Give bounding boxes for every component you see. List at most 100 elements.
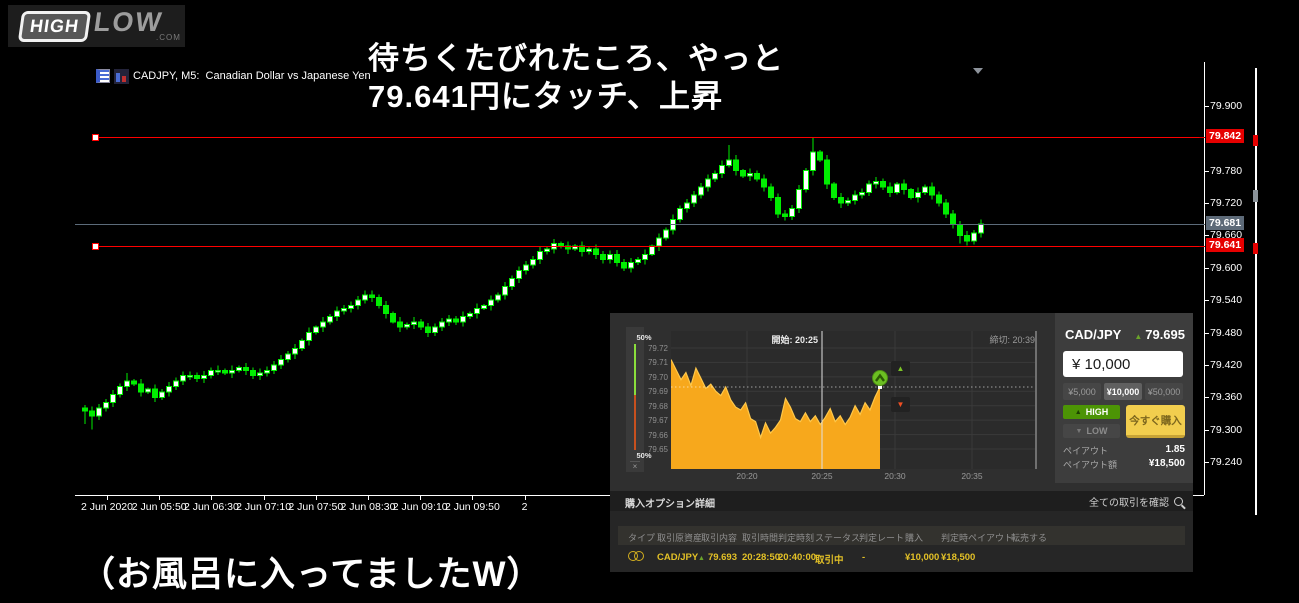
candle [979,219,984,237]
pair-row: CAD/JPY ▲79.695 [1065,327,1185,342]
candle [447,315,452,326]
sentiment-close-button[interactable]: × [630,461,640,471]
th-decision-rate: 判定レート [859,531,904,544]
candle [454,316,459,325]
mini-x-label: 20:25 [811,471,832,481]
candle [846,197,851,206]
candle [244,363,249,375]
candle [734,155,739,175]
td-status: 取引中 [815,552,844,566]
candle [601,251,606,263]
mini-y-label: 79.68 [638,402,668,411]
candle [335,306,340,320]
candle [888,182,893,197]
candle [188,372,193,380]
mini-x-label: 20:30 [884,471,905,481]
candle [125,373,130,391]
buy-now-button[interactable]: 今すぐ購入 [1126,405,1185,438]
minimap-mark-high [1253,135,1258,146]
magnifier-icon [1174,497,1183,506]
mini-high-button[interactable]: ▲ [891,361,910,376]
current-price-pin [873,371,888,389]
trade-type-icon2 [634,551,644,561]
time-tick-label: 2 Jun 09:50 [445,501,500,513]
amount-50000-button[interactable]: ¥50,000 [1145,383,1183,400]
candle [391,312,396,324]
price-tick-label: 79.540 [1210,294,1242,306]
candle [860,189,865,199]
mini-area-chart [671,331,1037,469]
th-content: 取引内容 [701,531,737,544]
candle [433,324,438,337]
time-tick-label: 2 Jun 07:10 [236,501,291,513]
candle [972,230,977,245]
details-title: 購入オプション詳細 [625,495,715,510]
candle [874,177,879,188]
candle [419,319,424,330]
trade-deadline-label: 締切: 20:39 [989,333,1035,346]
candle [503,282,508,299]
annotation-title-line2: 79.641円にタッチ、上昇 [368,78,784,116]
payout-amount-value: ¥18,500 [1149,458,1185,471]
amount-10000-button[interactable]: ¥10,000 [1104,383,1142,400]
candle [657,233,662,251]
candle [440,318,445,331]
candle [916,187,921,202]
candle [363,290,368,303]
candle [545,246,550,254]
low-button[interactable]: ▼LOW [1063,424,1120,438]
chart-window-icon [114,69,129,84]
mini-chart-scrollbar[interactable] [1035,331,1037,469]
candle [727,145,732,168]
candle [160,389,165,400]
amount-5000-button[interactable]: ¥5,000 [1063,383,1101,400]
candle [398,317,403,332]
th-type: タイプ [628,531,655,544]
candle [909,188,914,200]
candle [762,174,767,191]
highlow-trade-widget: 50% 50% × 79.7279.7179.7079.6979.6879.67… [610,313,1193,572]
candle [965,231,970,246]
candle [132,379,137,386]
minimap-mark-mid [1253,190,1258,202]
payout-amount-label: ペイアウト額 [1063,458,1117,471]
amount-input[interactable] [1063,351,1183,377]
high-caret-icon: ▲ [1075,409,1082,416]
candle [783,210,788,221]
candle [769,183,774,201]
candle [300,338,305,351]
price-up-caret-icon: ▲ [1134,332,1142,341]
down-caret-icon: ▼ [897,400,905,409]
candle [853,191,858,205]
candle [181,372,186,385]
candle [839,193,844,208]
candle [412,317,417,329]
annotation-title-line1: 待ちくたびれたころ、やっと [368,40,784,78]
candle [517,266,522,282]
candle [167,382,172,396]
up-caret-icon: ▲ [897,364,905,373]
time-tick-label: 2 Jun 06:30 [184,501,239,513]
mini-low-button[interactable]: ▼ [891,397,910,412]
mini-y-label: 79.65 [638,445,668,454]
mini-y-label: 79.72 [638,344,668,353]
td-asset: CAD/JPY [657,552,698,563]
candle [636,257,641,265]
view-all-trades-link[interactable]: 全ての取引を確認 [1089,494,1183,509]
candle [923,184,928,195]
candle [615,250,620,266]
time-tick-label: 2 Jun 05:50 [132,501,187,513]
td-payout: ¥18,500 [941,552,975,563]
time-tick-label: 2 Jun 2020 [81,501,133,513]
candle [370,290,375,302]
payout-row: ペイアウト 1.85 [1063,444,1185,457]
candle [475,303,480,318]
trade-start-label: 開始: 20:25 [771,333,818,346]
candle [307,328,312,346]
candle [426,323,431,337]
high-button[interactable]: ▲HIGH [1063,405,1120,419]
candle [279,355,284,369]
time-tick-label: 2 Jun 08:30 [341,501,396,513]
th-decision-time: 判定時刻 [778,531,814,544]
chart-dropdown-arrow-icon[interactable] [973,68,983,74]
